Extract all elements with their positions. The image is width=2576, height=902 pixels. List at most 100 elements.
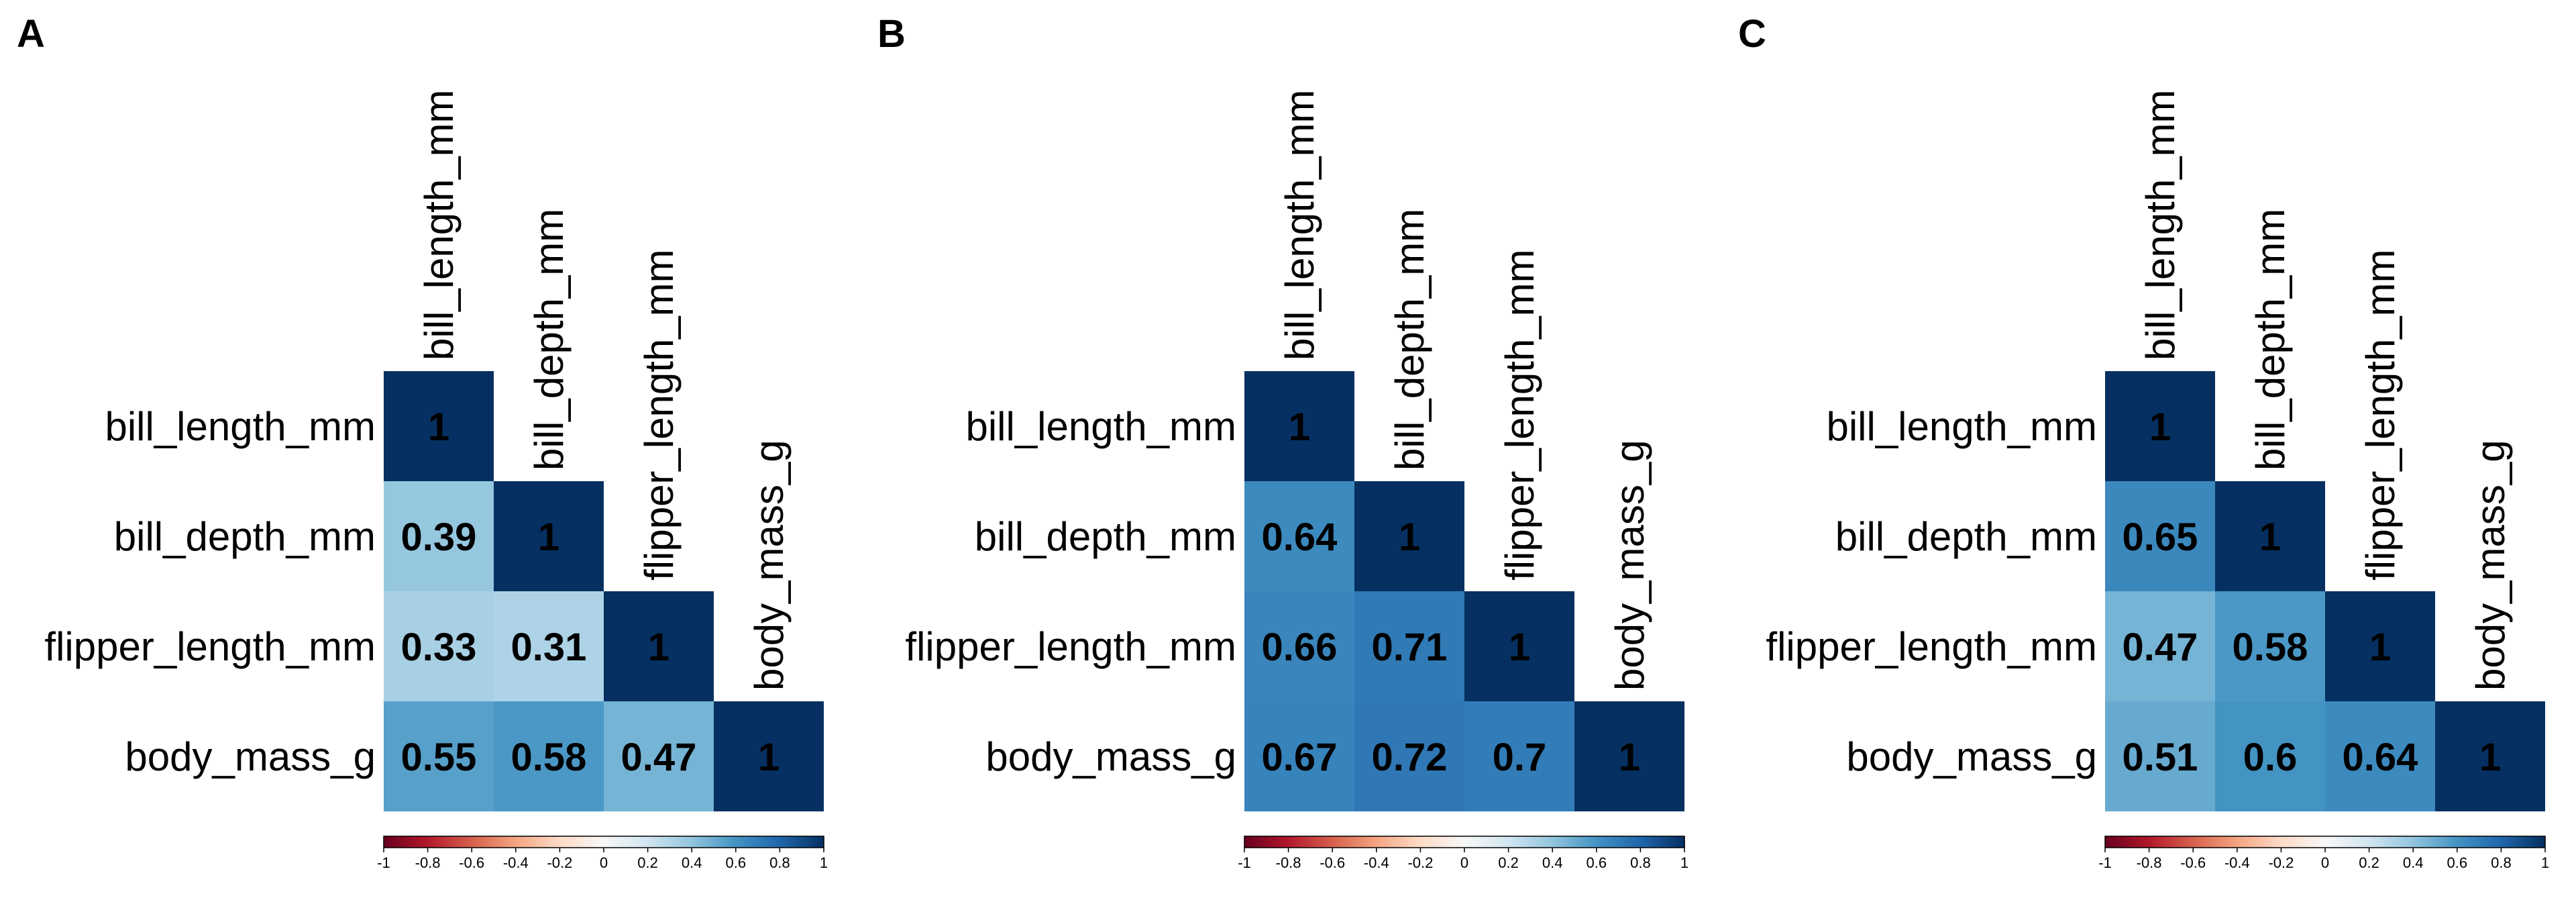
row-label: bill_length_mm — [965, 404, 1236, 449]
colorbar-segment — [590, 836, 594, 848]
colorbar-segment — [2455, 836, 2458, 848]
colorbar-segment — [1429, 836, 1432, 848]
colorbar-segment — [524, 836, 527, 848]
colorbar-segment — [414, 836, 417, 848]
colorbar-segment — [2248, 836, 2251, 848]
heatmap-cell — [494, 481, 604, 591]
colorbar-segment — [568, 836, 572, 848]
colorbar-segment — [1596, 836, 1599, 848]
colorbar-segment — [2408, 836, 2412, 848]
colorbar-segment — [2349, 836, 2352, 848]
colorbar-segment — [722, 836, 725, 848]
colorbar-segment — [1250, 836, 1254, 848]
colorbar-segment — [2162, 836, 2165, 848]
colorbar-segment — [531, 836, 534, 848]
colorbar-segment — [410, 836, 413, 848]
colorbar-segment — [639, 836, 642, 848]
cell-value-label: 0.64 — [2343, 736, 2418, 779]
colorbar-segment — [676, 836, 680, 848]
row-label: bill_length_mm — [105, 404, 376, 449]
colorbar-tick-label: 0.8 — [2491, 854, 2512, 871]
colorbar-segment — [1336, 836, 1340, 848]
colorbar-segment — [2353, 836, 2357, 848]
colorbar-tick-label: 0.6 — [1587, 854, 1607, 871]
colorbar-segment — [489, 836, 492, 848]
colorbar-segment — [2252, 836, 2255, 848]
colorbar-segment — [2245, 836, 2249, 848]
colorbar-segment — [1442, 836, 1446, 848]
cell-value-label: 0.7 — [1493, 736, 1547, 779]
colorbar-segment — [1620, 836, 1623, 848]
colorbar-segment — [1248, 836, 1252, 848]
colorbar-segment — [797, 836, 800, 848]
colorbar-segment — [1365, 836, 1368, 848]
colorbar-segment — [1269, 836, 1271, 848]
colorbar-segment — [575, 836, 578, 848]
heatmap-cell — [1354, 591, 1464, 701]
colorbar-segment — [1286, 836, 1289, 848]
colorbar: -1 -0.8 -0.6 -0.4 -0.2 0 0.2 0.4 0.6 0.8 1 — [2098, 836, 2549, 871]
colorbar-segment — [2422, 836, 2425, 848]
colorbar-segment — [2481, 836, 2484, 848]
colorbar-segment — [2441, 836, 2445, 848]
colorbar-segment — [1550, 836, 1553, 848]
cell-value-label: 0.71 — [1372, 625, 1448, 669]
colorbar-segment — [773, 836, 776, 848]
colorbar-segment — [527, 836, 530, 848]
colorbar-segment — [2444, 836, 2447, 848]
cell-value-label: 0.31 — [511, 625, 587, 669]
colorbar-tick-label: 0.2 — [1498, 854, 1519, 871]
colorbar-segment — [2261, 836, 2264, 848]
colorbar-segment — [802, 836, 805, 848]
colorbar-segment — [1356, 836, 1360, 848]
colorbar-segment — [2281, 836, 2284, 848]
colorbar-segment — [2131, 836, 2135, 848]
colorbar-segment — [2508, 836, 2511, 848]
colorbar-segment — [546, 836, 549, 848]
colorbar-segment — [2312, 836, 2315, 848]
colorbar-segment — [2197, 836, 2200, 848]
colorbar-segment — [2283, 836, 2286, 848]
colorbar-segment — [793, 836, 796, 848]
colorbar-segment — [689, 836, 692, 848]
colorbar-segment — [2525, 836, 2528, 848]
cell-value-label: 1 — [2479, 736, 2501, 779]
column-label: flipper_length_mm — [1497, 249, 1542, 581]
cell-value-label: 0.6 — [2243, 736, 2298, 779]
colorbar-segment — [1554, 836, 1558, 848]
colorbar-segment — [2475, 836, 2477, 848]
colorbar-segment — [474, 836, 477, 848]
colorbar-segment — [769, 836, 771, 848]
colorbar-segment — [762, 836, 765, 848]
cell-value-label: 1 — [648, 625, 669, 669]
colorbar-segment — [1654, 836, 1656, 848]
colorbar-segment — [1666, 836, 1670, 848]
colorbar-segment — [1592, 836, 1595, 848]
colorbar-segment — [453, 836, 457, 848]
colorbar-segment — [417, 836, 420, 848]
colorbar-segment — [702, 836, 706, 848]
colorbar-segment — [1326, 836, 1329, 848]
colorbar-segment — [2386, 836, 2390, 848]
colorbar-segment — [2322, 836, 2326, 848]
colorbar-segment — [2369, 836, 2372, 848]
colorbar-segment — [2274, 836, 2277, 848]
colorbar-segment — [669, 836, 673, 848]
colorbar-segment — [2255, 836, 2257, 848]
colorbar-segment — [392, 836, 395, 848]
colorbar-segment — [2325, 836, 2328, 848]
colorbar-segment — [2296, 836, 2300, 848]
colorbar-tick-label: -0.2 — [1407, 854, 1433, 871]
colorbar-segment — [1664, 836, 1668, 848]
colorbar-segment — [608, 836, 611, 848]
colorbar-segment — [1413, 836, 1417, 848]
colorbar-tick-label: 0.6 — [726, 854, 747, 871]
colorbar-segment — [2285, 836, 2288, 848]
colorbar-segment — [1609, 836, 1613, 848]
colorbar-segment — [1360, 836, 1364, 848]
colorbar-tick-label: -0.4 — [1364, 854, 1389, 871]
colorbar-segment — [2367, 836, 2370, 848]
colorbar: -1 -0.8 -0.6 -0.4 -0.2 0 0.2 0.4 0.6 0.8 1 — [1238, 836, 1688, 871]
colorbar-segment — [518, 836, 521, 848]
cell-value-label: 1 — [538, 515, 559, 559]
